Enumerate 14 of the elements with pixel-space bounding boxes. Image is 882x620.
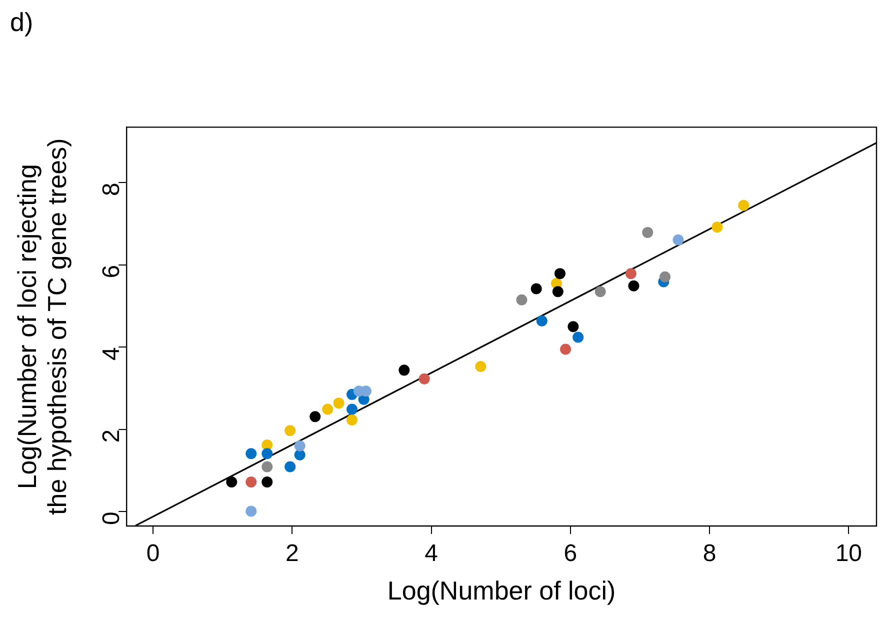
y-axis-title: Log(Number of loci rejecting the hypothesis of TC gene trees) xyxy=(12,138,72,515)
x-tick-label: 6 xyxy=(564,540,578,568)
x-tick-label: 8 xyxy=(702,540,716,568)
x-tick-label: 0 xyxy=(146,540,160,568)
x-tick-label: 4 xyxy=(424,540,438,568)
x-axis-title: Log(Number of loci) xyxy=(387,576,616,606)
chart-title: d) xyxy=(10,6,34,37)
x-tick-label: 2 xyxy=(285,540,299,568)
y-tick-label: 2 xyxy=(98,429,126,443)
y-tick-label: 0 xyxy=(98,512,126,525)
y-tick-label: 6 xyxy=(98,264,126,278)
y-tick-label: 4 xyxy=(98,347,126,361)
y-tick-label: 8 xyxy=(98,182,126,196)
x-tick-label: 10 xyxy=(835,540,862,568)
